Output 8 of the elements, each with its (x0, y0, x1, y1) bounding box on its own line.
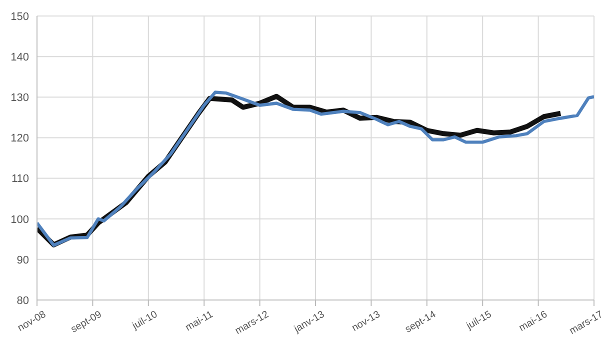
y-tick-label: 120 (10, 132, 29, 145)
y-tick-label: 140 (10, 51, 29, 64)
y-tick-label: 130 (10, 92, 29, 104)
y-tick-label: 90 (16, 254, 29, 266)
y-tick-label: 110 (11, 173, 29, 186)
y-tick-label: 100 (10, 214, 29, 226)
y-tick-label: 150 (10, 10, 29, 23)
y-tick-label: 80 (16, 294, 29, 307)
